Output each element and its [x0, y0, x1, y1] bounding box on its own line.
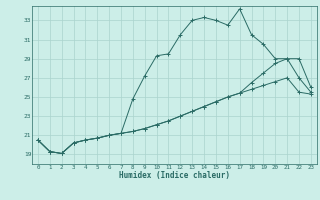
X-axis label: Humidex (Indice chaleur): Humidex (Indice chaleur) — [119, 171, 230, 180]
